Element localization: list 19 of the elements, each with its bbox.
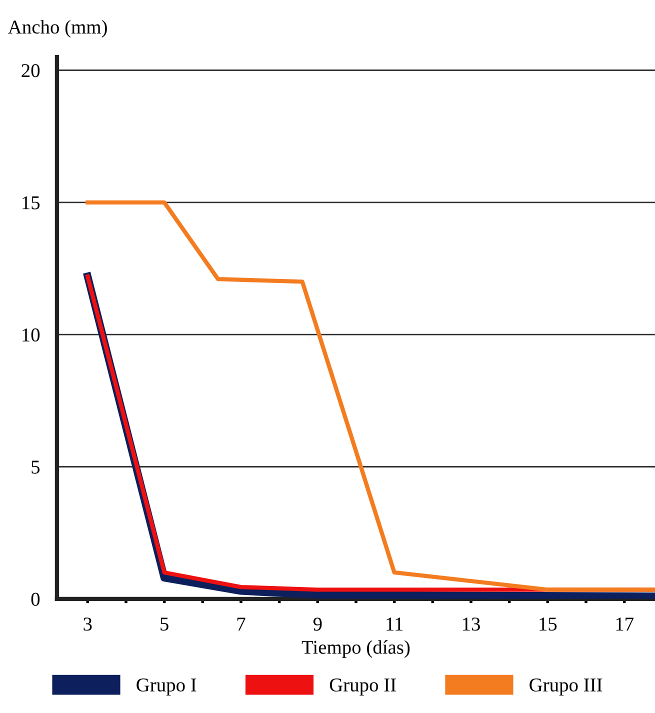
y-tick-label: 5 bbox=[32, 460, 40, 474]
x-tick-label: 17 bbox=[616, 618, 634, 630]
x-tick-label: 15 bbox=[540, 618, 557, 631]
legend-label: Grupo III bbox=[530, 678, 602, 696]
y-tick-label: 20 bbox=[22, 64, 40, 78]
x-axis-title: Tiempo (días) bbox=[302, 640, 410, 658]
x-tick-label: 11 bbox=[386, 618, 403, 630]
legend-label: Grupo I bbox=[136, 678, 196, 696]
y-tick-label: 15 bbox=[22, 196, 40, 210]
y-tick-label: 10 bbox=[22, 328, 40, 342]
x-tick-label: 7 bbox=[237, 618, 246, 630]
x-tick-label: 5 bbox=[160, 618, 168, 631]
line-series bbox=[86, 200, 655, 592]
y-axis-title: Ancho (mm) bbox=[8, 20, 107, 38]
x-tick-label: 9 bbox=[313, 618, 322, 631]
legend-label: Grupo II bbox=[330, 678, 396, 696]
y-tick-label: 0 bbox=[31, 592, 40, 606]
x-tick-label: 3 bbox=[84, 618, 92, 631]
x-tick-label: 13 bbox=[462, 618, 480, 631]
